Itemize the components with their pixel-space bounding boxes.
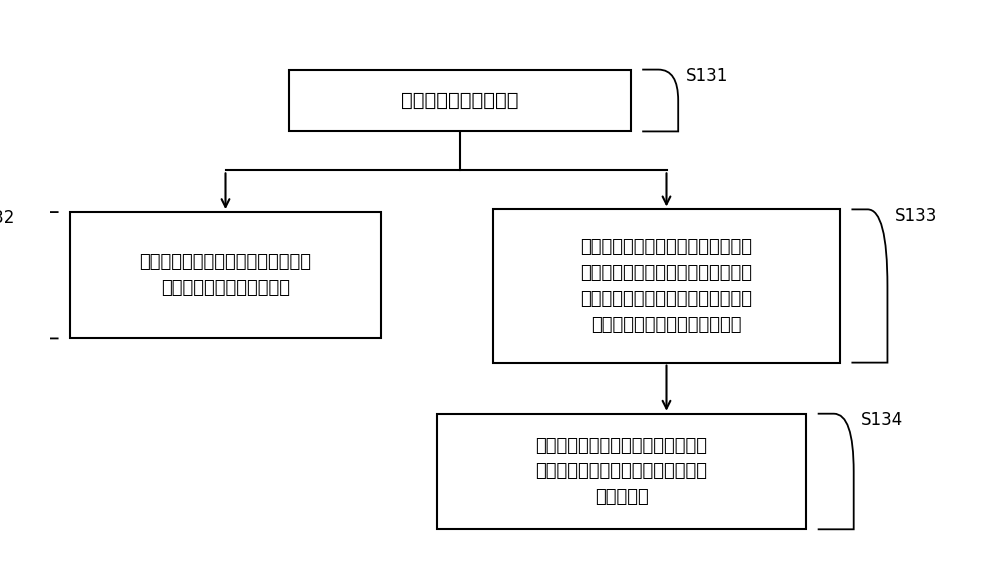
Text: S133: S133: [895, 206, 937, 225]
Text: S132: S132: [0, 209, 15, 228]
Bar: [288, 70, 631, 132]
Bar: [437, 414, 806, 529]
Text: 基于发电机的第一瞬态压降、第二瞬
态压降以及第三瞬态压降确定发电机
的瞬态压降: 基于发电机的第一瞬态压降、第二瞬 态压降以及第三瞬态压降确定发电机 的瞬态压降: [536, 437, 708, 506]
Text: S131: S131: [685, 67, 728, 85]
Text: 判断发电机的并联数量: 判断发电机的并联数量: [401, 91, 518, 110]
Bar: [70, 212, 381, 339]
Text: 若并联数量为多台时，利用第三预设
规则确定发电机的瞬态压降: 若并联数量为多台时，利用第三预设 规则确定发电机的瞬态压降: [140, 253, 312, 297]
Text: 若并联数量为单台时，利用第一预设
规则、第二预设规则以及第三预设规
则计算得到发电机的第一瞬态压降、
第二瞬态压降以及第三瞬态压降: 若并联数量为单台时，利用第一预设 规则、第二预设规则以及第三预设规 则计算得到发…: [580, 239, 753, 333]
Bar: [493, 209, 840, 363]
Text: S134: S134: [861, 411, 903, 429]
